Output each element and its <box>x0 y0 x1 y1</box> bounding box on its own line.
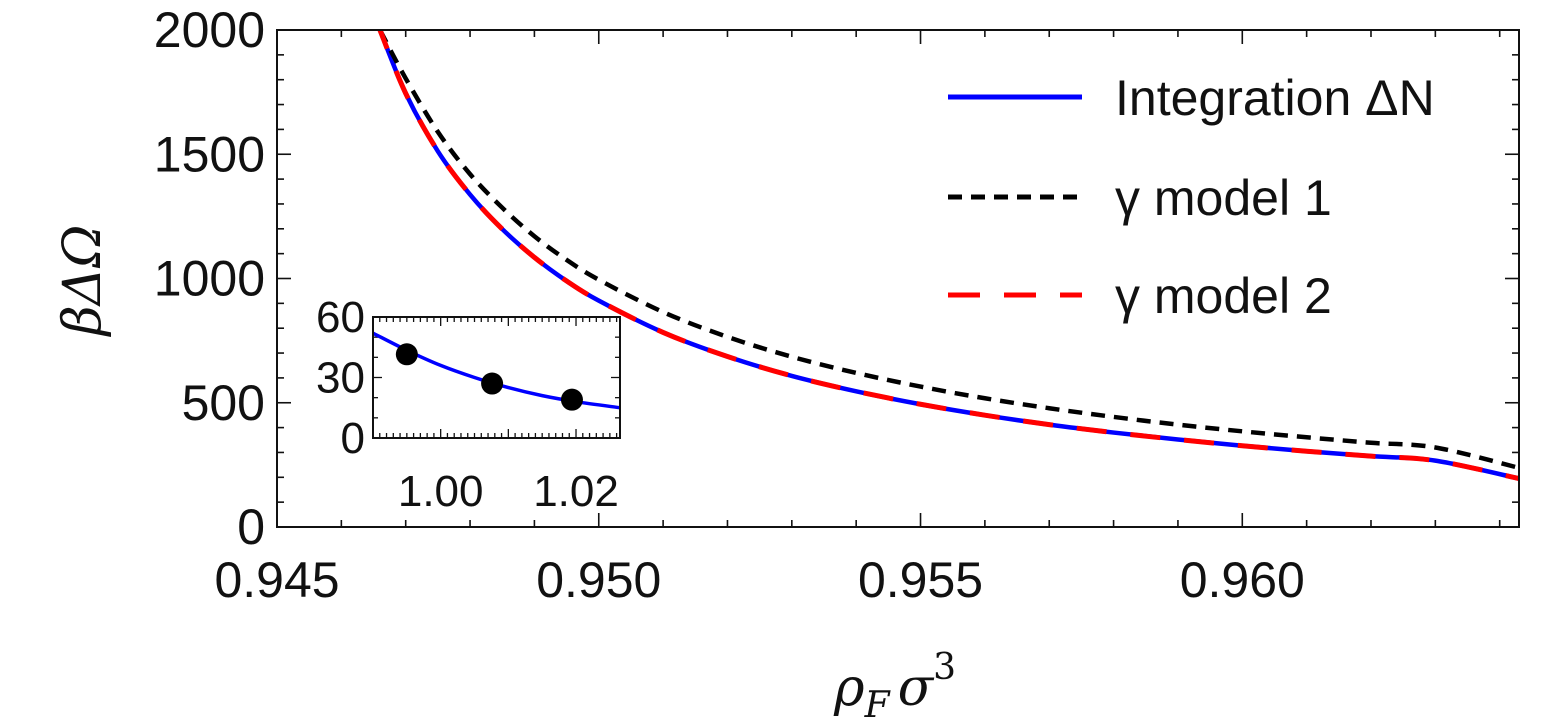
inset-plot-frame <box>372 316 621 439</box>
x-tick-label: 0.950 <box>536 552 661 608</box>
legend: Integration ΔN γ model 1 γ model 2 <box>948 70 1435 324</box>
series-line-3 <box>377 30 1519 481</box>
x-tick-label: 0.945 <box>214 552 339 608</box>
y-tick-label: 1500 <box>154 126 265 182</box>
main-axis-tick-labels: 0.945 0.950 0.955 0.960 0 500 1000 1500 2000 <box>154 2 1305 608</box>
main-axis-ticks <box>276 29 1519 528</box>
x-tick-label: 0.955 <box>858 552 983 608</box>
inset-points-group <box>395 343 583 411</box>
main-series-group <box>377 30 1519 481</box>
inset-data-point <box>481 372 504 395</box>
inset-y-tick-label: 60 <box>316 293 365 342</box>
y-axis-label: βΔΩ <box>53 225 113 338</box>
x-axis-label: ρF σ3 <box>833 647 956 725</box>
y-tick-label: 500 <box>182 375 265 431</box>
inset-axis-tick-labels: 1.00 1.02 0 30 60 <box>316 293 619 516</box>
inset-x-tick-label: 1.02 <box>533 467 619 516</box>
inset-chart: 1.00 1.02 0 30 60 <box>316 293 621 516</box>
inset-y-tick-label: 0 <box>341 414 365 463</box>
legend-label-2: γ model 1 <box>1115 170 1332 226</box>
main-plot-frame <box>276 29 1520 528</box>
inset-data-point <box>395 343 418 366</box>
x-tick-label: 0.960 <box>1180 552 1305 608</box>
y-tick-label: 1000 <box>154 251 265 307</box>
legend-label-1: Integration ΔN <box>1115 70 1435 126</box>
y-tick-label: 0 <box>237 499 265 555</box>
series-line-2 <box>377 30 1519 471</box>
legend-label-3: γ model 2 <box>1115 268 1332 324</box>
inset-x-tick-label: 1.00 <box>398 467 484 516</box>
y-tick-label: 2000 <box>154 2 265 58</box>
inset-data-point <box>560 388 583 411</box>
inset-y-tick-label: 30 <box>316 354 365 403</box>
